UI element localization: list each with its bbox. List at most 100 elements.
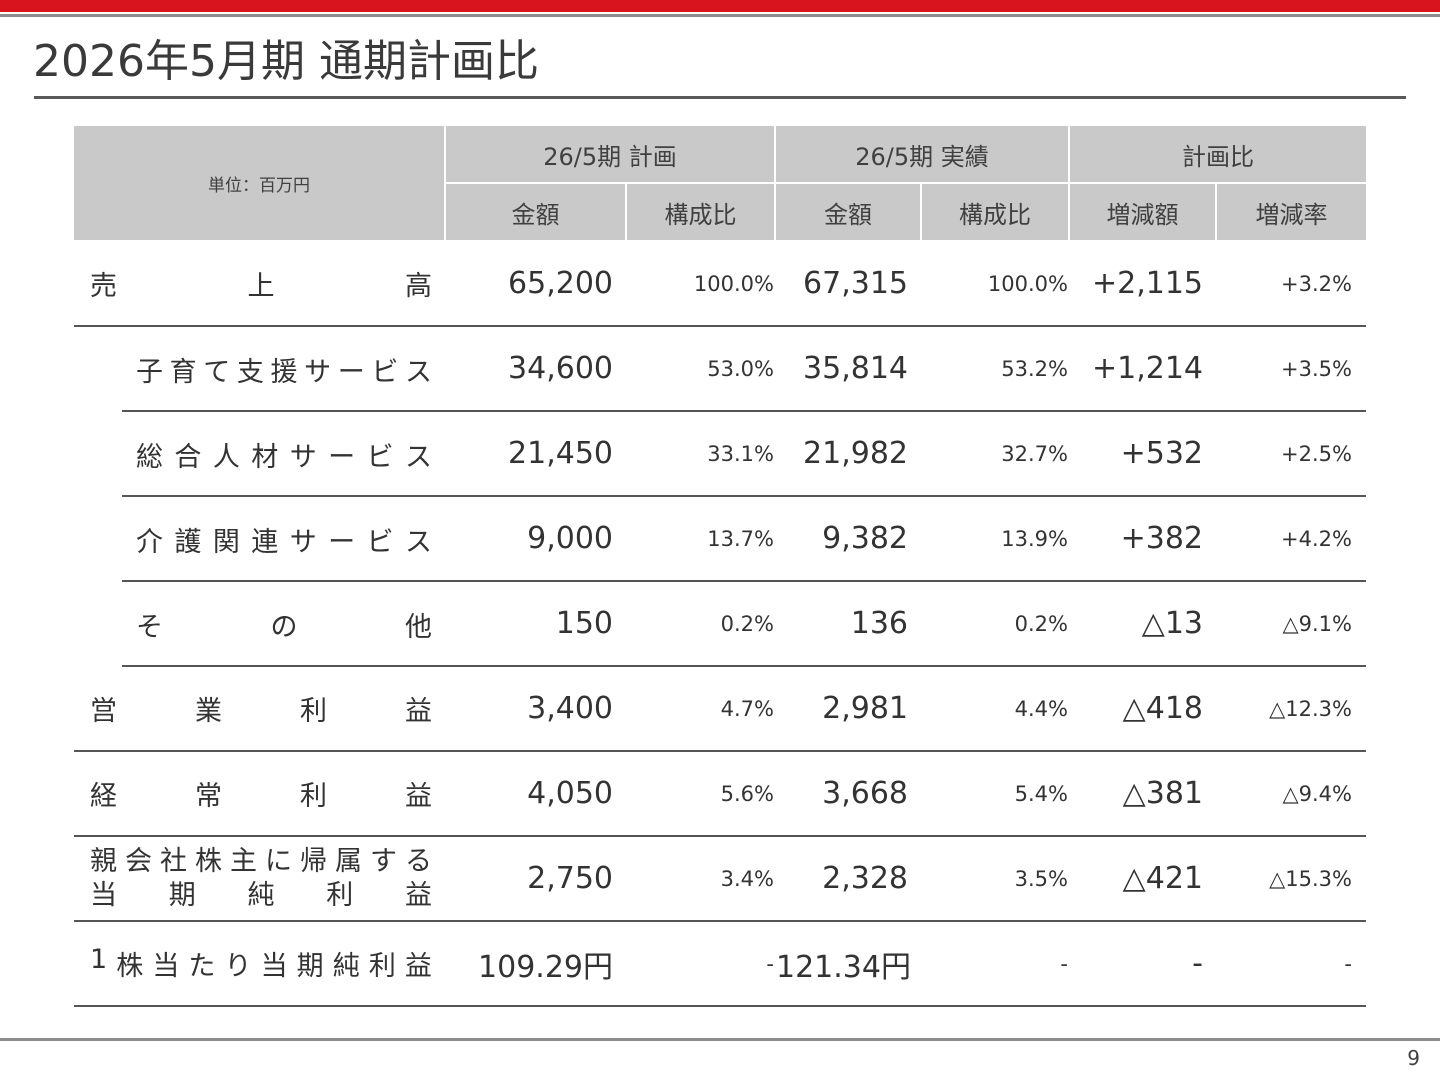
cell-actual-ratio: 100.0% xyxy=(922,242,1070,327)
cell-plan-ratio: 33.1% xyxy=(627,412,776,497)
label-char: 主 xyxy=(230,845,257,877)
label-char: ス xyxy=(404,442,432,473)
label-char: 帰 xyxy=(300,845,327,877)
cell-actual-amount: 67,315 xyxy=(776,242,922,327)
label-char: 常 xyxy=(195,781,222,812)
header-actual-amount: 金額 xyxy=(776,184,922,242)
cell-actual-ratio: 32.7% xyxy=(922,412,1070,497)
row-label: 営業利益 xyxy=(74,667,446,752)
cell-diff-rate: +4.2% xyxy=(1217,497,1366,582)
row-childcare-services: 子育て支援サービス 34,600 53.0% 35,814 53.2% +1,214 +3.… xyxy=(74,327,1366,412)
label-char: 護 xyxy=(174,527,202,558)
row-label: 介護関連サービス xyxy=(74,497,446,582)
label-char: サ xyxy=(304,357,332,388)
footer-rule xyxy=(0,1038,1440,1041)
label-line-1: 親会社株主に帰属する xyxy=(90,845,432,879)
header-compare-group: 計画比 xyxy=(1070,126,1366,184)
row-label: 経常利益 xyxy=(74,752,446,837)
header-row-groups: 単位：百万円 26/5期 計画 26/5期 実績 計画比 xyxy=(74,126,1366,242)
label-char: 子 xyxy=(136,357,163,388)
header-diff-rate: 増減率 xyxy=(1217,184,1366,242)
label-char: ー xyxy=(337,357,365,388)
cell-diff-rate: △15.3% xyxy=(1217,837,1366,922)
cell-plan-amount: 21,450 xyxy=(446,412,627,497)
label-char: ー xyxy=(328,442,356,473)
header-plan-group: 26/5期 計画 xyxy=(446,126,776,184)
cell-plan-amount: 150 xyxy=(446,582,627,667)
cell-actual-amount: 9,382 xyxy=(776,497,922,582)
cell-diff-amount: +2,115 xyxy=(1070,242,1217,327)
row-net-sales: 売上高 65,200 100.0% 67,315 100.0% +2,115 +3.2% xyxy=(74,242,1366,327)
label-char: て xyxy=(203,357,231,388)
label-char: 会 xyxy=(125,845,152,877)
row-label: 子育て支援サービス xyxy=(74,327,446,412)
cell-plan-amount: 65,200 xyxy=(446,242,627,327)
label-char: 益 xyxy=(405,696,432,727)
label-char: ビ xyxy=(366,442,394,473)
page-number: 9 xyxy=(1407,1046,1420,1070)
cell-diff-rate: △9.4% xyxy=(1217,752,1366,837)
row-label: 親会社株主に帰属する当 期 純 利 益 xyxy=(74,837,446,922)
cell-plan-amount: 2,750 xyxy=(446,837,627,922)
label-char: た xyxy=(188,951,216,982)
row-operating-profit: 営 業 利 益 3,400 4.7% 2,981 4.4% △418 △12.3% xyxy=(74,667,1366,752)
label-char: 期 xyxy=(296,951,324,982)
label-char: ビ xyxy=(371,357,399,388)
label-char: 総 xyxy=(136,442,163,473)
cell-actual-amount: 2,981 xyxy=(776,667,922,752)
cell-actual-amount: 2,328 xyxy=(776,837,922,922)
cell-plan-ratio: - xyxy=(627,922,776,1007)
label-char: 育 xyxy=(169,357,197,388)
page-title: 2026年5月期 通期計画比 xyxy=(33,36,539,87)
cell-diff-amount: △418 xyxy=(1070,667,1217,752)
label-char: 純 xyxy=(247,879,275,911)
cell-diff-rate: - xyxy=(1217,922,1366,1007)
cell-actual-amount: 136 xyxy=(776,582,922,667)
cell-diff-rate: +3.2% xyxy=(1217,242,1366,327)
label-char: 支 xyxy=(236,357,264,388)
cell-actual-amount: 21,982 xyxy=(776,412,922,497)
cell-actual-ratio: 53.2% xyxy=(922,327,1070,412)
label-char: 益 xyxy=(405,879,432,911)
label-char: 売 xyxy=(90,271,117,302)
cell-diff-amount: △13 xyxy=(1070,582,1217,667)
label-char: 当 xyxy=(90,879,117,911)
cell-diff-rate: +2.5% xyxy=(1217,412,1366,497)
header-plan-ratio: 構成比 xyxy=(627,184,776,242)
cell-diff-amount: △381 xyxy=(1070,752,1217,837)
header-actual-group: 26/5期 実績 xyxy=(776,126,1070,184)
label-char: 当 xyxy=(260,951,288,982)
label-char: そ xyxy=(136,612,163,643)
label-char: り xyxy=(224,951,252,982)
label-char: 純 xyxy=(332,951,360,982)
cell-actual-amount: 121.34円 xyxy=(776,922,922,1007)
cell-plan-amount: 34,600 xyxy=(446,327,627,412)
cell-plan-ratio: 100.0% xyxy=(627,242,776,327)
cell-diff-amount: +532 xyxy=(1070,412,1217,497)
row-net-income-parent: 親会社株主に帰属する当 期 純 利 益 2,750 3.4% 2,328 3.5% △421 △15… xyxy=(74,837,1366,922)
label-char: 社 xyxy=(160,845,187,877)
financial-comparison-table: 単位：百万円 26/5期 計画 26/5期 実績 計画比 金額 構成比 金額 構… xyxy=(74,126,1366,1007)
cell-diff-amount: △421 xyxy=(1070,837,1217,922)
cell-diff-rate: △12.3% xyxy=(1217,667,1366,752)
label-char: 利 xyxy=(368,951,396,982)
label-char: ー xyxy=(328,527,356,558)
cell-plan-amount: 109.29円 xyxy=(446,922,627,1007)
label-char: 材 xyxy=(251,442,279,473)
label-char: 期 xyxy=(168,879,196,911)
cell-diff-rate: △9.1% xyxy=(1217,582,1366,667)
top-accent-bar xyxy=(0,0,1440,12)
cell-plan-ratio: 3.4% xyxy=(627,837,776,922)
cell-actual-ratio: 4.4% xyxy=(922,667,1070,752)
label-char: 利 xyxy=(300,781,327,812)
cell-actual-ratio: 0.2% xyxy=(922,582,1070,667)
cell-diff-amount: - xyxy=(1070,922,1217,1007)
label-char: 利 xyxy=(326,879,354,911)
label-char: サ xyxy=(289,442,317,473)
label-char: 営 xyxy=(90,696,117,727)
label-char: 株 xyxy=(195,845,222,877)
cell-actual-amount: 3,668 xyxy=(776,752,922,837)
label-char: ス xyxy=(404,527,432,558)
cell-actual-ratio: 13.9% xyxy=(922,497,1070,582)
